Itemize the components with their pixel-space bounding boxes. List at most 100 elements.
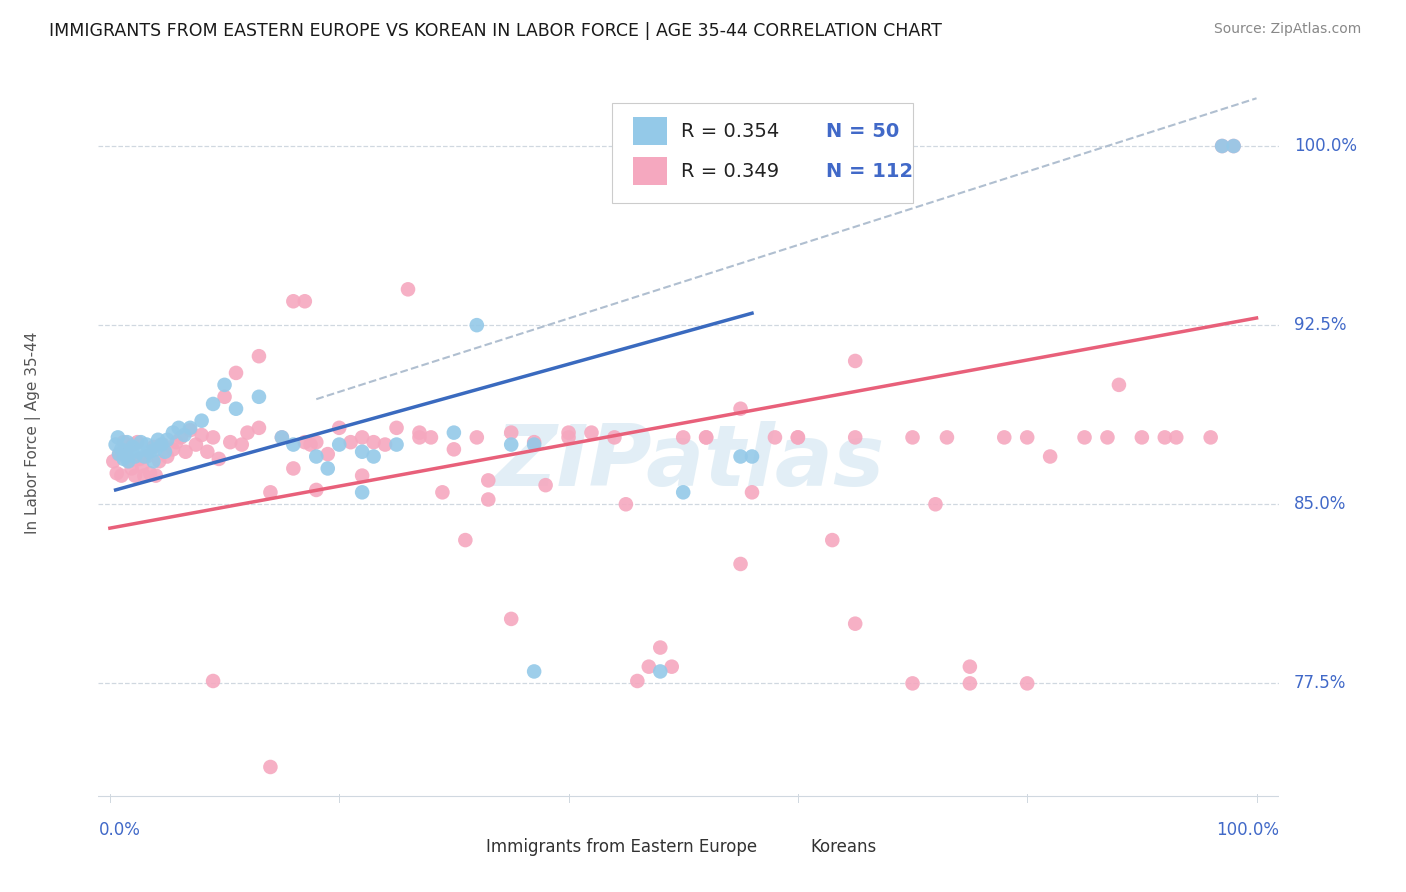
Point [190,414,212,428]
Point [247,390,270,404]
Point [730,450,752,464]
Point [443,425,465,440]
Point [374,437,396,451]
Point [844,430,866,444]
Point [139,444,162,458]
Point [202,673,225,688]
Text: N = 112: N = 112 [825,161,912,181]
Point [121,461,143,475]
Text: 0.0%: 0.0% [98,822,141,839]
Point [283,461,305,475]
Point [672,430,695,444]
Point [294,435,316,450]
Bar [634,157,666,186]
Text: Source: ZipAtlas.com: Source: ZipAtlas.com [1213,22,1361,37]
Point [139,467,162,481]
Point [108,447,131,461]
Point [225,401,247,416]
Point [1199,430,1222,444]
Point [672,485,695,500]
Point [107,430,129,444]
Point [214,377,236,392]
Text: In Labor Force | Age 35-44: In Labor Force | Age 35-44 [25,332,41,533]
Point [162,425,184,440]
Point [901,676,924,690]
Bar [772,836,801,859]
Point [352,430,374,444]
Point [184,437,207,451]
Point [501,437,523,451]
Text: Koreans: Koreans [811,838,877,856]
Point [363,435,385,450]
Point [730,557,752,571]
Point [557,430,579,444]
Text: Immigrants from Eastern Europe: Immigrants from Eastern Europe [486,838,756,856]
Point [1097,430,1119,444]
Point [142,440,165,454]
Text: 100.0%: 100.0% [1294,137,1357,155]
Point [283,294,305,309]
Point [695,430,717,444]
Point [283,437,305,451]
FancyBboxPatch shape [612,103,914,203]
Bar [447,836,477,859]
Point [557,425,579,440]
Text: 85.0%: 85.0% [1294,495,1346,513]
Point [202,430,225,444]
Point [195,444,218,458]
Point [352,444,374,458]
Point [924,497,946,511]
Point [110,468,132,483]
Point [523,437,546,451]
Point [993,430,1015,444]
Point [170,430,193,444]
Point [105,467,128,481]
Point [1222,139,1244,153]
Point [156,433,179,447]
Point [124,450,146,464]
Point [128,451,150,466]
Point [121,437,143,451]
Point [259,485,281,500]
Point [219,435,242,450]
Point [121,440,143,454]
Point [117,454,139,468]
Point [603,430,626,444]
Point [190,428,212,442]
Point [156,450,179,464]
Text: ZIPatlas: ZIPatlas [494,421,884,504]
Text: 100.0%: 100.0% [1216,822,1279,839]
Point [385,437,408,451]
Point [328,421,350,435]
Point [134,468,156,483]
Point [247,349,270,363]
Text: 92.5%: 92.5% [1294,316,1346,334]
Point [214,390,236,404]
Point [150,437,173,451]
Point [127,435,149,450]
Point [385,421,408,435]
Point [352,485,374,500]
Point [120,444,142,458]
Point [786,430,808,444]
Point [299,437,322,451]
Point [741,485,763,500]
Point [730,401,752,416]
Point [305,435,328,450]
Point [148,454,170,468]
Point [236,425,259,440]
Text: IMMIGRANTS FROM EASTERN EUROPE VS KOREAN IN LABOR FORCE | AGE 35-44 CORRELATION : IMMIGRANTS FROM EASTERN EUROPE VS KOREAN… [49,22,942,40]
Point [477,492,499,507]
Point [637,659,659,673]
Point [115,450,138,464]
Text: 77.5%: 77.5% [1294,674,1346,692]
Point [270,430,292,444]
Point [465,318,488,333]
Text: R = 0.354: R = 0.354 [681,122,779,141]
Point [763,430,786,444]
Point [1039,450,1062,464]
Point [208,451,231,466]
Point [661,659,683,673]
Point [1153,430,1175,444]
Bar [634,117,666,145]
